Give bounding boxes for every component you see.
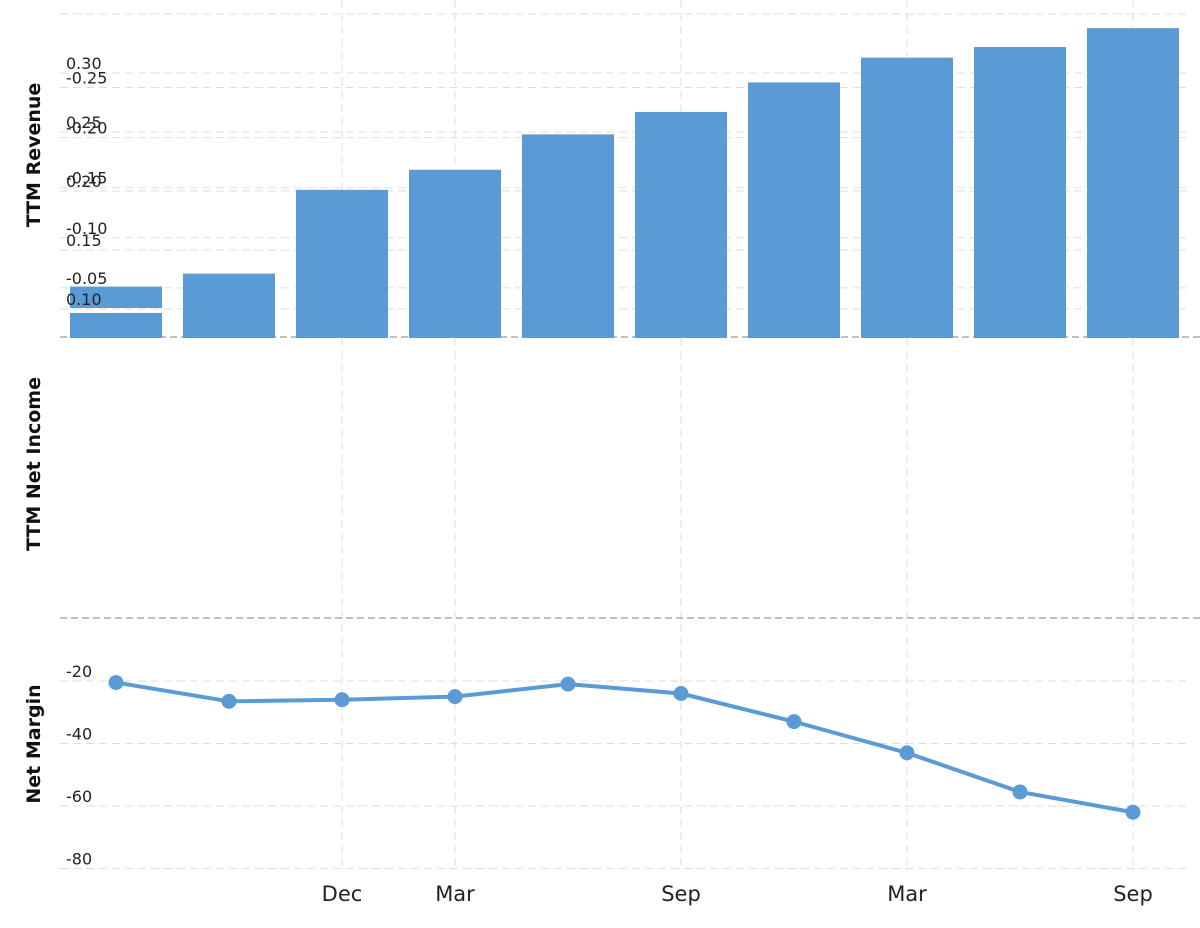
data-point xyxy=(447,689,463,705)
bar xyxy=(183,302,275,338)
bar xyxy=(861,201,953,338)
y-tick-label: -0.25 xyxy=(66,69,107,88)
tick-labels: Dec Mar Sep Mar Sep 0.10 0.15 0.20 0.25 0.30 -0.05… xyxy=(66,54,1153,906)
bar xyxy=(635,272,727,338)
bar xyxy=(70,312,162,338)
x-tick-label: Sep xyxy=(661,882,701,906)
data-point xyxy=(1012,784,1028,800)
data-point xyxy=(1125,804,1141,820)
x-tick-label: Mar xyxy=(435,882,475,906)
y-axis-title: Net Margin xyxy=(23,684,45,803)
axis-titles: TTM Revenue TTM Net Income Net Margin xyxy=(23,83,45,804)
x-tick-label: Mar xyxy=(887,882,927,906)
y-axis-title: TTM Revenue xyxy=(23,83,45,228)
data-point xyxy=(221,693,237,709)
y-tick-label: -80 xyxy=(66,850,92,869)
y-tick-label: -0.20 xyxy=(66,119,107,138)
data-point xyxy=(899,745,915,761)
y-tick-label: 0.25 xyxy=(66,113,102,132)
data-point xyxy=(786,714,802,730)
series-line xyxy=(114,680,1135,815)
x-tick-label: Sep xyxy=(1113,882,1153,906)
bar xyxy=(522,283,614,338)
y-tick-label: -60 xyxy=(66,787,92,806)
y-tick-label: 0.15 xyxy=(66,231,102,250)
bar xyxy=(70,286,162,308)
bar xyxy=(409,281,501,338)
y-tick-label: -0.05 xyxy=(66,269,107,288)
y-tick-label: 0.10 xyxy=(66,290,102,309)
panel-separators xyxy=(60,336,1200,619)
y-tick-label: -0.10 xyxy=(66,219,107,238)
bar xyxy=(748,240,840,338)
data-point xyxy=(334,692,350,708)
bar xyxy=(1087,124,1179,338)
data-point xyxy=(560,676,576,692)
x-tick-label: Dec xyxy=(322,882,363,906)
y-axis-title: TTM Net Income xyxy=(23,377,45,551)
y-tick-label: 0.20 xyxy=(66,172,102,191)
y-tick-label: -20 xyxy=(66,662,92,681)
bar xyxy=(522,134,614,308)
data-point xyxy=(673,686,689,701)
bar xyxy=(296,283,388,338)
data-point xyxy=(108,675,124,691)
bar xyxy=(974,158,1066,338)
bar xyxy=(183,273,275,308)
y-tick-label: -40 xyxy=(66,725,92,744)
y-tick-label: 0.30 xyxy=(66,54,102,73)
data-marks xyxy=(70,28,1179,820)
y-tick-label: -0.15 xyxy=(66,169,107,188)
